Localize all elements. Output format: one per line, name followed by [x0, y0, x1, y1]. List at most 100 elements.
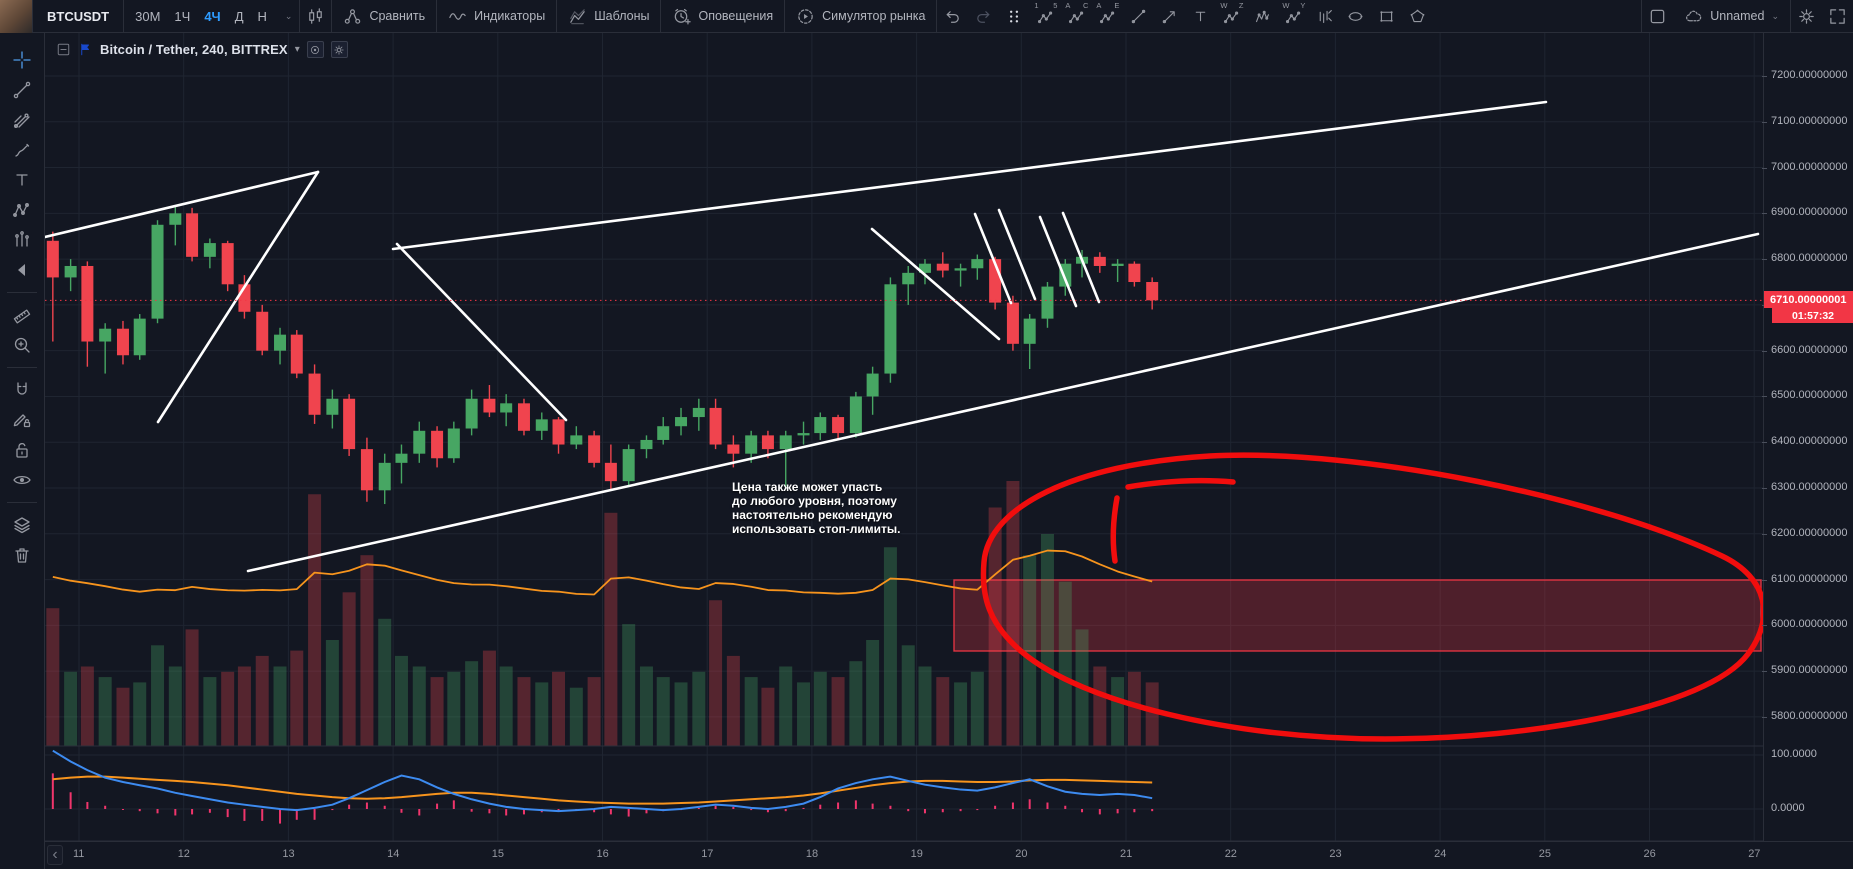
- oscillator-histogram-bar: [104, 805, 107, 809]
- candle-body: [1023, 318, 1036, 344]
- undo-button[interactable]: [937, 0, 968, 33]
- arrow-tool-button[interactable]: [1154, 0, 1185, 33]
- interval-4Ч[interactable]: 4Ч: [204, 8, 221, 24]
- tool-brush[interactable]: [5, 135, 39, 165]
- oscillator-histogram-bar: [1098, 809, 1101, 815]
- interval-1Ч[interactable]: 1Ч: [174, 8, 191, 24]
- volume-bar: [535, 682, 549, 746]
- templates-button[interactable]: Шаблоны: [557, 0, 660, 33]
- tool-remove-drawings[interactable]: [5, 540, 39, 570]
- oscillator-histogram-bar: [714, 805, 717, 809]
- rectangle-tool-button[interactable]: [1371, 0, 1402, 33]
- volume-ma-line: [52, 549, 1153, 596]
- ellipse-icon: [1347, 8, 1364, 25]
- text-tool-button[interactable]: [1185, 0, 1216, 33]
- collapse-pane-icon[interactable]: [55, 42, 71, 58]
- avatar[interactable]: [0, 0, 33, 33]
- oscillator-histogram-bar: [750, 809, 753, 811]
- drawing-panel-toggle[interactable]: [999, 0, 1030, 33]
- tool-drawing-mode[interactable]: [5, 405, 39, 435]
- volume-bar: [761, 687, 775, 746]
- interval-30М[interactable]: 30М: [135, 8, 161, 24]
- candle-body: [151, 224, 164, 319]
- volume-bar: [744, 677, 758, 746]
- tool-lock-drawings[interactable]: [5, 435, 39, 465]
- candles-icon: [306, 7, 325, 26]
- scroll-left-button[interactable]: ‹: [47, 845, 63, 865]
- alerts-button[interactable]: Оповещения: [661, 0, 784, 33]
- price-axis[interactable]: 6710.00000001 01:57:32 7200.00000000 7100…: [1761, 33, 1853, 841]
- volume-bar: [46, 608, 60, 746]
- candle-body: [290, 334, 303, 374]
- price-chart[interactable]: [45, 33, 1763, 841]
- tool-text[interactable]: [5, 165, 39, 195]
- interval-group: 30М 1Ч 4Ч Д Н: [124, 0, 278, 33]
- tool-trend-line[interactable]: [5, 75, 39, 105]
- settings-button[interactable]: [1791, 0, 1822, 33]
- bars-pattern-button[interactable]: [1309, 0, 1340, 33]
- oscillator-histogram-bar: [156, 809, 159, 814]
- tool-object-tree[interactable]: [5, 510, 39, 540]
- time-axis-label: 13: [282, 848, 295, 860]
- candle-body: [971, 259, 984, 269]
- candle-body: [360, 449, 373, 491]
- compare-button[interactable]: Сравнить: [332, 0, 436, 33]
- candle-body: [447, 428, 460, 459]
- tool-arrow-back[interactable]: [5, 255, 39, 285]
- chart-style-candles-button[interactable]: [300, 0, 331, 33]
- toolbar-separator: [936, 0, 938, 33]
- interval-Д[interactable]: Д: [234, 8, 244, 24]
- redo-button[interactable]: [968, 0, 999, 33]
- interval-Н[interactable]: Н: [257, 8, 267, 24]
- indicators-button[interactable]: Индикаторы: [437, 0, 556, 33]
- volume-bar: [447, 671, 461, 746]
- toolbar-buttons: Сравнить Индикаторы Шаблоны Оповещения Симул…: [332, 0, 938, 33]
- volume-bar: [412, 666, 426, 746]
- tool-measure[interactable]: [5, 300, 39, 330]
- tool-magnet[interactable]: [5, 375, 39, 405]
- time-axis-label: 22: [1224, 848, 1237, 860]
- text-annotation[interactable]: Цена также может упасть до любого уровня,…: [732, 480, 901, 537]
- pattern-cluster-button[interactable]: [1247, 0, 1278, 33]
- oscillator-histogram-bar: [1081, 809, 1084, 813]
- trend-line-tool-button[interactable]: [1123, 0, 1154, 33]
- candle-body: [849, 396, 862, 434]
- fullscreen-button[interactable]: [1822, 0, 1853, 33]
- simulator-button[interactable]: Симулятор рынка: [785, 0, 936, 33]
- candle-body: [413, 430, 426, 454]
- candle-body: [936, 263, 949, 271]
- red-circle-drawing: [1125, 477, 1236, 490]
- flag-icon[interactable]: [78, 42, 93, 57]
- chevron-down-icon[interactable]: ⌄: [284, 10, 293, 21]
- hide-series-button[interactable]: [306, 41, 324, 58]
- tool-gann-fib-tools[interactable]: [5, 105, 39, 135]
- toolbar-separator: [784, 0, 786, 33]
- time-axis-label: 16: [596, 848, 609, 860]
- tool-crosshair[interactable]: [5, 45, 39, 75]
- tool-hide-drawings[interactable]: [5, 465, 39, 495]
- candle-body: [326, 398, 339, 415]
- symbol-button[interactable]: BTCUSDT: [47, 8, 110, 24]
- red-circle-drawing: [1110, 495, 1120, 564]
- series-settings-button[interactable]: [330, 41, 348, 58]
- volume-bar: [378, 618, 392, 746]
- screenshot-button[interactable]: [1642, 0, 1673, 33]
- time-axis[interactable]: ‹ 11 12 13 14 15 16 17 18 19 20 21 22 23 24 25 26 27: [45, 841, 1853, 869]
- tool-xabcd-pattern[interactable]: [5, 195, 39, 225]
- layout-cloud-button[interactable]: Unnamed ⌄: [1673, 0, 1790, 33]
- tool-forecast[interactable]: [5, 225, 39, 255]
- polygon-tool-button[interactable]: [1402, 0, 1433, 33]
- volume-bar: [552, 671, 566, 746]
- ellipse-tool-button[interactable]: [1340, 0, 1371, 33]
- volume-bar: [849, 661, 863, 746]
- tool-zoom-in[interactable]: [5, 330, 39, 360]
- chart-title[interactable]: Bitcoin / Tether, 240, BITTREX: [100, 42, 288, 57]
- price-axis-label: 6900.00000000: [1761, 206, 1848, 219]
- chevron-down-icon[interactable]: ▾: [294, 44, 300, 55]
- annotation-line: использовать стоп-лимиты.: [732, 522, 901, 537]
